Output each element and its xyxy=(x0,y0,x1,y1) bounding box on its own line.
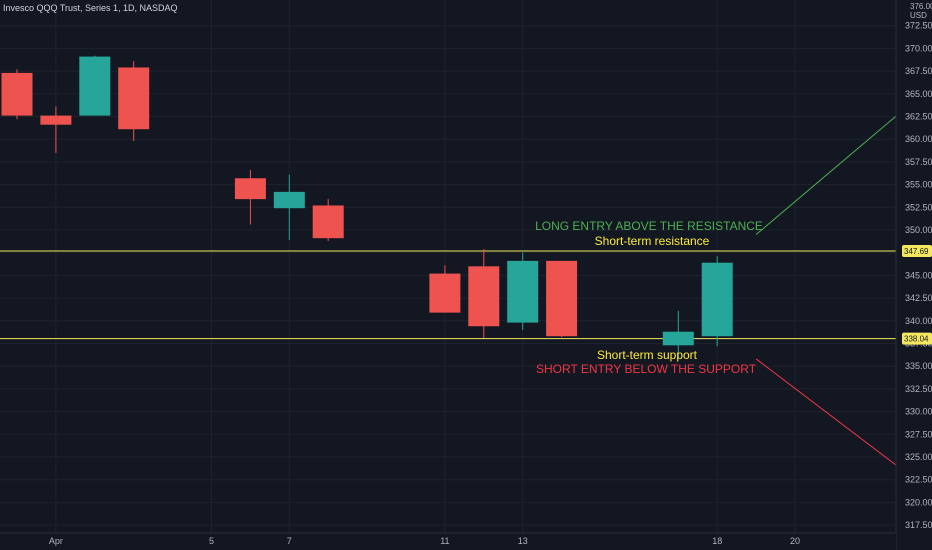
price-tick-label: 355.00 xyxy=(905,180,932,190)
candle-up xyxy=(507,260,539,323)
price-tick-label: 352.50 xyxy=(905,202,932,212)
resistance-price-tag-text: 347.69 xyxy=(904,247,929,256)
price-tick-label: 372.50 xyxy=(905,21,932,31)
support-price-tag xyxy=(902,332,932,345)
currency-unit: USD xyxy=(910,11,927,20)
time-tick-label: 13 xyxy=(518,536,528,546)
resistance-price-tag xyxy=(902,244,932,257)
resistance-annotation[interactable]: Short-term resistance xyxy=(595,234,710,248)
price-tick-label: 322.50 xyxy=(905,475,932,485)
price-tick-label: 367.50 xyxy=(905,66,932,76)
time-axis[interactable]: Apr57111318202527May xyxy=(0,532,932,550)
time-tick-label: 18 xyxy=(712,536,722,546)
short-arrow[interactable] xyxy=(755,358,913,478)
price-tick-label: 360.00 xyxy=(905,134,932,144)
candle-down xyxy=(1,72,33,116)
candle-down xyxy=(312,205,344,239)
short-entry-annotation[interactable]: SHORT ENTRY BELOW THE SUPPORT xyxy=(536,362,757,376)
candle-up xyxy=(79,56,111,116)
candle-up xyxy=(701,262,733,337)
chart-title: Invesco QQQ Trust, Series 1, 1D, NASDAQ xyxy=(3,3,178,13)
price-tick-label: 330.00 xyxy=(905,407,932,417)
candle-up xyxy=(273,191,305,209)
price-tick-label: 335.00 xyxy=(905,361,932,371)
price-tick-label: 320.00 xyxy=(905,497,932,507)
price-tick-label: 325.00 xyxy=(905,452,932,462)
long-arrow[interactable] xyxy=(755,102,913,235)
time-tick-label: 20 xyxy=(790,536,800,546)
candle-up xyxy=(662,331,694,346)
time-axis-background xyxy=(0,533,896,550)
price-axis-background xyxy=(896,0,932,550)
candle-down xyxy=(118,67,150,130)
price-tick-label: 345.00 xyxy=(905,270,932,280)
price-tick-label: 370.00 xyxy=(905,43,932,53)
price-tick-label: 357.50 xyxy=(905,157,932,167)
candle-down xyxy=(40,115,72,125)
price-axis[interactable]: 317.50 320.00 322.50 325.00 327.50 330.00 332.… xyxy=(895,0,932,550)
price-tick-label: 317.50 xyxy=(905,520,932,530)
support-price-tag-text: 338.04 xyxy=(904,335,929,344)
time-tick-label: 11 xyxy=(440,536,449,546)
price-tick-label: 342.50 xyxy=(905,293,932,303)
long-entry-annotation[interactable]: LONG ENTRY ABOVE THE RESISTANCE xyxy=(535,219,763,233)
price-tags: 347.69 338.04 xyxy=(902,244,932,345)
candles xyxy=(1,55,733,359)
price-levels[interactable] xyxy=(0,250,896,340)
candle-down xyxy=(468,266,500,327)
time-tick-label: 5 xyxy=(209,536,214,546)
support-annotation[interactable]: Short-term support xyxy=(597,348,698,362)
time-tick-label: Apr xyxy=(49,536,63,546)
time-tick-label: 7 xyxy=(287,536,292,546)
currency-label: 376.00 USD xyxy=(910,2,932,20)
candle-down xyxy=(429,273,461,313)
price-tick-label: 327.50 xyxy=(905,429,932,439)
price-tick-label: 365.00 xyxy=(905,89,932,99)
price-tick-label: 340.00 xyxy=(905,316,932,326)
currency-top-tick: 376.00 xyxy=(910,2,932,11)
price-tick-label: 350.00 xyxy=(905,225,932,235)
candle-down xyxy=(234,178,266,200)
price-tick-label: 362.50 xyxy=(905,112,932,122)
candle-down xyxy=(546,260,578,337)
price-tick-label: 332.50 xyxy=(905,384,932,394)
